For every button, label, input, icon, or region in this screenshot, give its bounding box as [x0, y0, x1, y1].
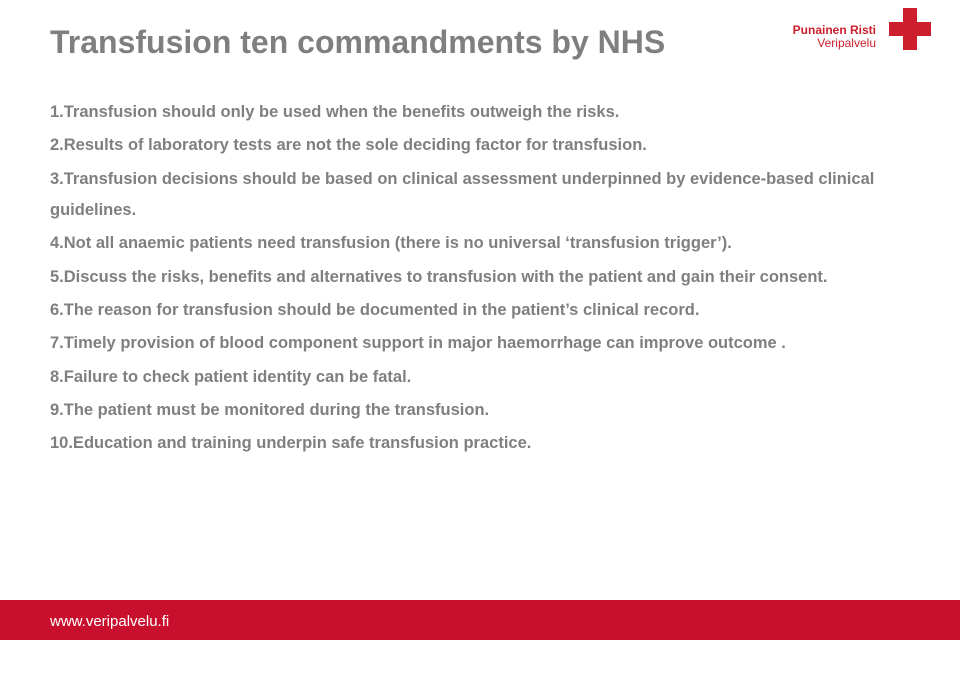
list-item: 1.Transfusion should only be used when t… — [50, 97, 910, 128]
list-item: 3.Transfusion decisions should be based … — [50, 164, 910, 227]
logo-text-line2: Veripalvelu — [793, 37, 876, 50]
list-item: 8.Failure to check patient identity can … — [50, 362, 910, 393]
list-item: 5.Discuss the risks, benefits and altern… — [50, 262, 910, 293]
header: Transfusion ten commandments by NHS Puna… — [0, 0, 960, 61]
footer-url: www.veripalvelu.fi — [50, 613, 169, 630]
list-item: 7.Timely provision of blood component su… — [50, 328, 910, 359]
list-item: 4.Not all anaemic patients need transfus… — [50, 228, 910, 259]
list-item: 10.Education and training underpin safe … — [50, 428, 910, 459]
footer-bar: www.veripalvelu.fi — [0, 600, 960, 640]
brand-logo: Punainen Risti Veripalvelu — [793, 8, 930, 68]
red-cross-icon — [880, 8, 930, 68]
page-title: Transfusion ten commandments by NHS — [50, 24, 910, 61]
list-item: 9.The patient must be monitored during t… — [50, 395, 910, 426]
logo-text: Punainen Risti Veripalvelu — [793, 24, 876, 50]
list-item: 2.Results of laboratory tests are not th… — [50, 130, 910, 161]
content-list: 1.Transfusion should only be used when t… — [0, 61, 960, 460]
list-item: 6.The reason for transfusion should be d… — [50, 295, 910, 326]
